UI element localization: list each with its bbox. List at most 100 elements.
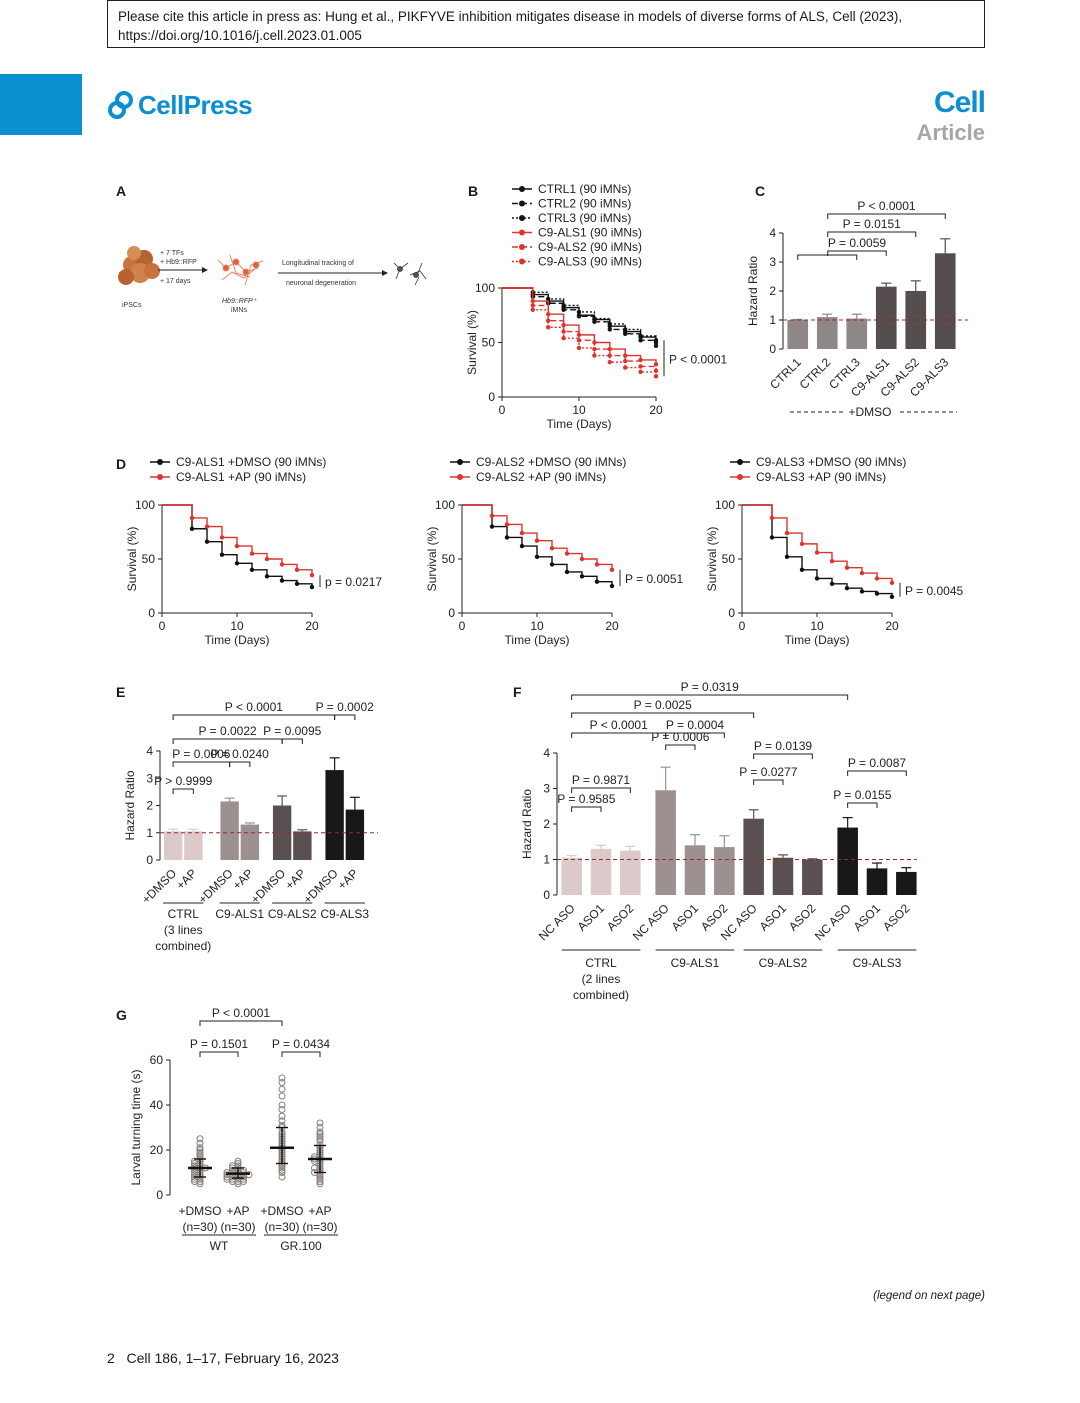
survival-point <box>309 584 315 590</box>
journal-info: Cell 186, 1–17, February 16, 2023 <box>126 1350 339 1366</box>
data-point <box>316 1135 324 1143</box>
survival-point <box>799 567 805 572</box>
bar-8 <box>772 857 794 895</box>
y-tick-label: 0 <box>543 888 550 902</box>
x-axis-label: Time (Days) <box>205 633 270 647</box>
x-tick-label: 20 <box>605 619 619 633</box>
legend-label: C9-ALS2 (90 iMNs) <box>538 240 642 254</box>
x-tick-label: +AP <box>308 1204 331 1218</box>
survival-point <box>249 551 255 556</box>
survival-point <box>638 338 643 343</box>
comparison-0095-bracket <box>281 738 303 744</box>
x-tick-label: CTRL1 <box>767 355 804 392</box>
ipsc-colony-icon <box>118 246 160 285</box>
bar-6 <box>293 831 312 860</box>
survival-point <box>592 353 597 358</box>
data-point <box>316 1175 324 1183</box>
x-tick-label: 0 <box>459 619 466 633</box>
survival-point <box>489 513 495 518</box>
survival-line-series-2 <box>742 504 893 583</box>
survival-point <box>607 346 612 352</box>
survival-point <box>530 298 535 304</box>
n-label: (n=30) <box>220 1220 255 1234</box>
bar-8 <box>345 809 365 860</box>
survival-point <box>592 319 597 324</box>
imns-label-2: iMNs <box>231 307 247 314</box>
survival-point <box>234 543 240 549</box>
bar-3 <box>220 801 239 860</box>
survival-point <box>829 581 835 587</box>
survival-point <box>546 325 551 330</box>
survival-line-series-3 <box>502 287 657 341</box>
survival-point <box>653 362 659 367</box>
x-tick-label: ASO1 <box>575 901 608 934</box>
survival-point <box>784 554 790 560</box>
panel-a-schematic: iPSCs + 7 TFs + Hb9::RFP + 17 days Hb9::… <box>118 246 427 314</box>
survival-point <box>546 318 551 323</box>
y-tick-label: 4 <box>543 746 550 760</box>
group-label-ctrl: CTRL <box>585 956 617 970</box>
survival-point <box>546 296 551 302</box>
survival-point <box>874 576 880 581</box>
comparison-0319-bracket <box>571 694 849 700</box>
data-point <box>278 1106 286 1113</box>
legend-label: CTRL1 (90 iMNs) <box>538 182 631 196</box>
comparison-0319-label: P = 0.0319 <box>681 680 739 694</box>
comparison-0434-label: P = 0.0434 <box>272 1037 330 1051</box>
survival-point <box>204 539 210 544</box>
bar-4 <box>875 286 897 349</box>
x-axis-label: Time (Days) <box>785 633 850 647</box>
survival-point <box>607 353 612 358</box>
data-point <box>196 1139 204 1147</box>
survival-point <box>653 343 659 348</box>
y-axis-label: Survival (%) <box>705 527 719 592</box>
x-tick-label: ASO1 <box>851 901 884 934</box>
survival-point <box>189 526 195 531</box>
group-label-als1: C9-ALS1 <box>671 956 720 970</box>
legend-label: C9-ALS1 +AP (90 iMNs) <box>176 470 306 484</box>
y-tick-label: 50 <box>722 552 736 566</box>
legend-marker <box>519 244 525 250</box>
survival-point <box>769 535 775 540</box>
citation-box: Please cite this article in press as: Hu… <box>107 0 985 48</box>
tracking-label-1: Longitudinal tracking of <box>282 260 354 267</box>
comparison-0059-label: P = 0.0059 <box>828 236 886 250</box>
bar-9 <box>802 859 823 895</box>
bar-3 <box>846 318 868 349</box>
survival-point <box>579 556 585 562</box>
data-point <box>196 1146 204 1154</box>
data-point <box>234 1157 242 1165</box>
group-label: +DMSO <box>848 405 891 419</box>
group-label-als2: C9-ALS2 <box>759 956 808 970</box>
legend-marker <box>737 474 743 480</box>
comparison-0006-label: P = 0.0006 <box>172 747 230 761</box>
page-number: 2 <box>107 1350 115 1366</box>
legend-marker <box>519 229 525 236</box>
y-axis-label: Survival (%) <box>465 310 479 375</box>
legend-label: CTRL3 (90 iMNs) <box>538 211 631 225</box>
x-tick-label: CTRL2 <box>797 355 834 392</box>
panel-d1-survival-chart: 0 50 100 0 10 20 Time (Days) Survival (%) C9-ALS… <box>125 455 382 647</box>
x-tick-label: +DMSO <box>195 866 235 906</box>
survival-point <box>534 554 540 560</box>
comparison-0434-bracket <box>281 1051 321 1057</box>
page-footer: 2 Cell 186, 1–17, February 16, 2023 <box>107 1350 339 1366</box>
legend-marker <box>457 459 463 465</box>
survival-point <box>309 573 315 578</box>
survival-point <box>264 574 270 579</box>
x-tick-label: 10 <box>810 619 824 633</box>
y-tick-label: 0 <box>488 390 495 404</box>
survival-point <box>549 546 555 551</box>
x-tick-label: 20 <box>885 619 899 633</box>
y-tick-label: 60 <box>150 1053 164 1067</box>
y-tick-label: 100 <box>715 498 735 512</box>
n-label: (n=30) <box>264 1220 299 1234</box>
y-tick-label: 4 <box>146 744 153 758</box>
x-tick-label: +AP <box>226 1204 249 1218</box>
survival-point <box>859 589 865 594</box>
bar-2 <box>816 317 838 349</box>
legend-marker <box>157 459 163 465</box>
y-axis-label: Larval turning time (s) <box>129 1069 143 1185</box>
survival-point <box>189 515 195 521</box>
